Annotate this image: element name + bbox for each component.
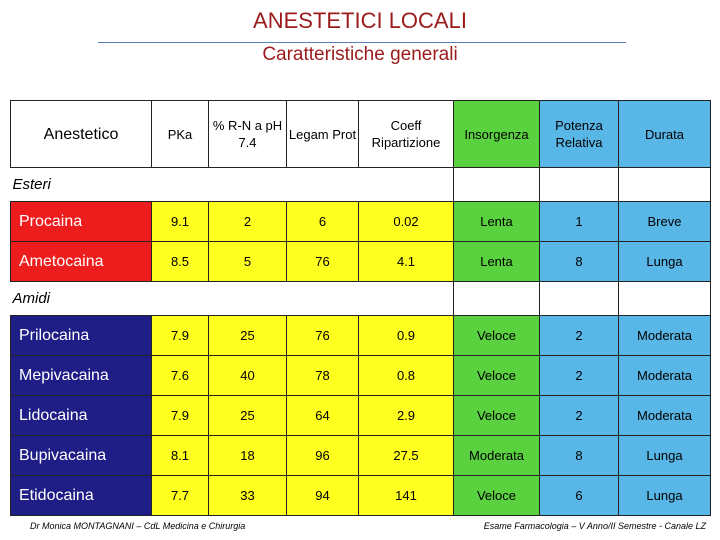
coeff-cell: 141 xyxy=(358,475,454,516)
legam-prot-cell: 76 xyxy=(286,315,359,356)
insorgenza-cell: Moderata xyxy=(453,435,540,476)
potenza-cell: 2 xyxy=(539,315,619,356)
rn-cell: 40 xyxy=(208,355,287,396)
table-header-row: Anestetico PKa % R-N a pH 7.4 Legam Prot… xyxy=(10,100,711,168)
potenza-cell: 6 xyxy=(539,475,619,516)
coeff-cell: 2.9 xyxy=(358,395,454,436)
insorgenza-cell: Veloce xyxy=(453,315,540,356)
pka-cell: 7.9 xyxy=(151,395,209,436)
anesthetics-table: Anestetico PKa % R-N a pH 7.4 Legam Prot… xyxy=(10,100,711,516)
durata-cell: Moderata xyxy=(618,355,711,396)
page-subtitle: Caratteristiche generali xyxy=(262,44,458,65)
potenza-cell: 8 xyxy=(539,435,619,476)
durata-cell: Breve xyxy=(618,201,711,242)
table-row: Mepivacaina 7.6 40 78 0.8 Veloce 2 Moder… xyxy=(10,355,711,396)
rn-cell: 25 xyxy=(208,315,287,356)
durata-cell: Moderata xyxy=(618,315,711,356)
rn-cell: 33 xyxy=(208,475,287,516)
rn-cell: 2 xyxy=(208,201,287,242)
potenza-cell: 2 xyxy=(539,395,619,436)
drug-name: Lidocaina xyxy=(10,395,152,436)
table-row: Prilocaina 7.9 25 76 0.9 Veloce 2 Modera… xyxy=(10,315,711,356)
durata-cell: Moderata xyxy=(618,395,711,436)
drug-name: Prilocaina xyxy=(10,315,152,356)
drug-name: Mepivacaina xyxy=(10,355,152,396)
table-row: Bupivacaina 8.1 18 96 27.5 Moderata 8 Lu… xyxy=(10,435,711,476)
insorgenza-cell: Lenta xyxy=(453,201,540,242)
section-cell xyxy=(618,281,711,316)
table-row: Lidocaina 7.9 25 64 2.9 Veloce 2 Moderat… xyxy=(10,395,711,436)
legam-prot-cell: 6 xyxy=(286,201,359,242)
legam-prot-cell: 96 xyxy=(286,435,359,476)
durata-cell: Lunga xyxy=(618,241,711,282)
legam-prot-cell: 64 xyxy=(286,395,359,436)
header-anestetico: Anestetico xyxy=(10,100,152,168)
header-coeff: Coeff Ripartizione xyxy=(358,100,454,168)
header-durata: Durata xyxy=(618,100,711,168)
section-row-esteri: Esteri xyxy=(10,167,711,202)
section-cell xyxy=(618,167,711,202)
table-row: Ametocaina 8.5 5 76 4.1 Lenta 8 Lunga xyxy=(10,241,711,282)
pka-cell: 9.1 xyxy=(151,201,209,242)
drug-name: Procaina xyxy=(10,201,152,242)
title-divider xyxy=(98,42,626,43)
header-insorgenza: Insorgenza xyxy=(453,100,540,168)
header-pka: PKa xyxy=(151,100,209,168)
drug-name: Ametocaina xyxy=(10,241,152,282)
drug-name: Etidocaina xyxy=(10,475,152,516)
coeff-cell: 27.5 xyxy=(358,435,454,476)
pka-cell: 8.5 xyxy=(151,241,209,282)
coeff-cell: 0.9 xyxy=(358,315,454,356)
potenza-cell: 2 xyxy=(539,355,619,396)
section-cell xyxy=(358,281,454,316)
footer-left: Dr Monica MONTAGNANI – CdL Medicina e Ch… xyxy=(30,521,246,531)
pka-cell: 7.6 xyxy=(151,355,209,396)
header-rn: % R-N a pH 7.4 xyxy=(208,100,287,168)
table-row: Etidocaina 7.7 33 94 141 Veloce 6 Lunga xyxy=(10,475,711,516)
table-row: Procaina 9.1 2 6 0.02 Lenta 1 Breve xyxy=(10,201,711,242)
section-cell xyxy=(358,167,454,202)
section-row-amidi: Amidi xyxy=(10,281,711,316)
pka-cell: 7.7 xyxy=(151,475,209,516)
section-cell xyxy=(453,167,540,202)
section-cell xyxy=(286,167,359,202)
coeff-cell: 4.1 xyxy=(358,241,454,282)
rn-cell: 18 xyxy=(208,435,287,476)
section-label-amidi: Amidi xyxy=(10,281,287,316)
section-cell xyxy=(539,281,619,316)
section-cell xyxy=(286,281,359,316)
legam-prot-cell: 78 xyxy=(286,355,359,396)
section-cell xyxy=(539,167,619,202)
section-label-esteri: Esteri xyxy=(10,167,287,202)
drug-name: Bupivacaina xyxy=(10,435,152,476)
section-cell xyxy=(453,281,540,316)
pka-cell: 7.9 xyxy=(151,315,209,356)
pka-cell: 8.1 xyxy=(151,435,209,476)
footer-right: Esame Farmacologia – V Anno/II Semestre … xyxy=(483,521,706,531)
insorgenza-cell: Veloce xyxy=(453,355,540,396)
legam-prot-cell: 94 xyxy=(286,475,359,516)
coeff-cell: 0.8 xyxy=(358,355,454,396)
header-potenza: Potenza Relativa xyxy=(539,100,619,168)
page-title: ANESTETICI LOCALI xyxy=(253,8,467,33)
coeff-cell: 0.02 xyxy=(358,201,454,242)
potenza-cell: 8 xyxy=(539,241,619,282)
durata-cell: Lunga xyxy=(618,475,711,516)
rn-cell: 25 xyxy=(208,395,287,436)
legam-prot-cell: 76 xyxy=(286,241,359,282)
insorgenza-cell: Lenta xyxy=(453,241,540,282)
potenza-cell: 1 xyxy=(539,201,619,242)
header-legam-prot: Legam Prot xyxy=(286,100,359,168)
insorgenza-cell: Veloce xyxy=(453,395,540,436)
durata-cell: Lunga xyxy=(618,435,711,476)
rn-cell: 5 xyxy=(208,241,287,282)
insorgenza-cell: Veloce xyxy=(453,475,540,516)
